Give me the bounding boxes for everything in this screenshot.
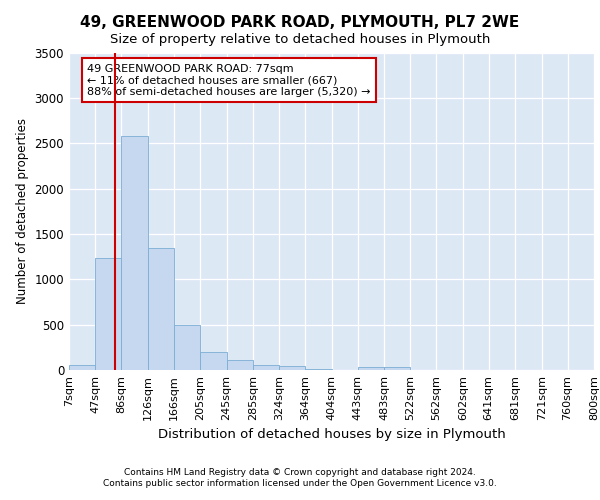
Bar xyxy=(174,324,200,370)
Text: Size of property relative to detached houses in Plymouth: Size of property relative to detached ho… xyxy=(110,32,490,46)
Bar xyxy=(279,366,305,370)
Bar xyxy=(95,258,121,370)
Text: 49, GREENWOOD PARK ROAD, PLYMOUTH, PL7 2WE: 49, GREENWOOD PARK ROAD, PLYMOUTH, PL7 2… xyxy=(80,15,520,30)
Bar xyxy=(253,365,279,370)
Bar xyxy=(384,368,410,370)
X-axis label: Distribution of detached houses by size in Plymouth: Distribution of detached houses by size … xyxy=(158,428,505,441)
Text: 49 GREENWOOD PARK ROAD: 77sqm
← 11% of detached houses are smaller (667)
88% of : 49 GREENWOOD PARK ROAD: 77sqm ← 11% of d… xyxy=(88,64,371,97)
Bar xyxy=(148,248,174,370)
Text: Contains HM Land Registry data © Crown copyright and database right 2024.
Contai: Contains HM Land Registry data © Crown c… xyxy=(103,468,497,487)
Bar xyxy=(121,136,148,370)
Bar xyxy=(358,368,384,370)
Y-axis label: Number of detached properties: Number of detached properties xyxy=(16,118,29,304)
Bar xyxy=(305,368,332,370)
Bar xyxy=(227,360,253,370)
Bar xyxy=(200,352,227,370)
Bar xyxy=(69,364,95,370)
